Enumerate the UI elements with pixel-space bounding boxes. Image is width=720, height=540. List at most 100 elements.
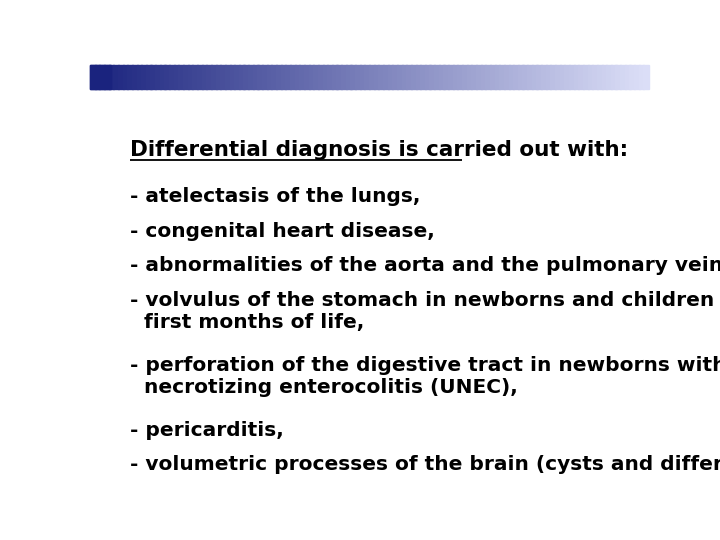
Bar	[383, 65, 389, 89]
Bar	[601, 65, 607, 89]
Bar	[336, 65, 342, 89]
Bar	[402, 65, 408, 89]
Bar	[559, 65, 565, 89]
Bar	[118, 65, 124, 89]
Bar	[355, 65, 361, 89]
Bar	[639, 65, 644, 89]
Bar	[564, 65, 570, 89]
Bar	[518, 65, 523, 89]
Text: - atelectasis of the lungs,: - atelectasis of the lungs,	[130, 187, 420, 206]
Bar	[145, 65, 152, 89]
Bar	[495, 65, 500, 89]
Bar	[137, 65, 143, 89]
Bar	[583, 65, 589, 89]
Bar	[90, 65, 111, 89]
Bar	[127, 65, 133, 89]
Bar	[266, 65, 272, 89]
Text: - abnormalities of the aorta and the pulmonary veins,: - abnormalities of the aorta and the pul…	[130, 256, 720, 275]
Bar	[230, 65, 235, 89]
Bar	[104, 65, 109, 89]
Bar	[555, 65, 561, 89]
Text: - volvulus of the stomach in newborns and children during the
  first months of : - volvulus of the stomach in newborns an…	[130, 291, 720, 332]
Bar	[234, 65, 240, 89]
Bar	[387, 65, 393, 89]
Bar	[438, 65, 444, 89]
Bar	[499, 65, 505, 89]
Bar	[197, 65, 203, 89]
Bar	[569, 65, 575, 89]
Text: - pericarditis,: - pericarditis,	[130, 421, 284, 440]
Bar	[397, 65, 402, 89]
Bar	[323, 65, 328, 89]
Bar	[225, 65, 230, 89]
Bar	[179, 65, 184, 89]
Bar	[620, 65, 626, 89]
Bar	[578, 65, 584, 89]
Bar	[546, 65, 552, 89]
Bar	[188, 65, 194, 89]
Bar	[243, 65, 249, 89]
Bar	[164, 65, 170, 89]
Bar	[309, 65, 315, 89]
Bar	[281, 65, 287, 89]
Bar	[215, 65, 221, 89]
Bar	[300, 65, 305, 89]
Bar	[160, 65, 166, 89]
Bar	[211, 65, 217, 89]
Bar	[550, 65, 556, 89]
Bar	[448, 65, 454, 89]
Bar	[490, 65, 495, 89]
Bar	[313, 65, 319, 89]
Bar	[360, 65, 366, 89]
Bar	[513, 65, 519, 89]
Bar	[248, 65, 254, 89]
Bar	[597, 65, 603, 89]
Bar	[616, 65, 621, 89]
Bar	[206, 65, 212, 89]
Bar	[485, 65, 491, 89]
Bar	[504, 65, 510, 89]
Bar	[523, 65, 528, 89]
Bar	[192, 65, 198, 89]
Bar	[425, 65, 431, 89]
Bar	[508, 65, 514, 89]
Bar	[378, 65, 384, 89]
Bar	[606, 65, 612, 89]
Bar	[574, 65, 580, 89]
Bar	[285, 65, 291, 89]
Bar	[369, 65, 375, 89]
Bar	[541, 65, 546, 89]
Bar	[634, 65, 640, 89]
Bar	[220, 65, 226, 89]
Bar	[611, 65, 616, 89]
Bar	[262, 65, 268, 89]
Bar	[411, 65, 417, 89]
Bar	[253, 65, 258, 89]
Bar	[346, 65, 351, 89]
Bar	[453, 65, 459, 89]
Bar	[183, 65, 189, 89]
Bar	[462, 65, 468, 89]
Bar	[169, 65, 175, 89]
Bar	[122, 65, 128, 89]
Bar	[406, 65, 412, 89]
Text: - perforation of the digestive tract in newborns with ulcerative
  necrotizing e: - perforation of the digestive tract in …	[130, 356, 720, 397]
Bar	[629, 65, 635, 89]
Bar	[481, 65, 487, 89]
Bar	[434, 65, 440, 89]
Bar	[271, 65, 277, 89]
Text: - volumetric processes of the brain (cysts and different tumors).: - volumetric processes of the brain (cys…	[130, 455, 720, 474]
Bar	[99, 65, 105, 89]
Bar	[94, 65, 100, 89]
Bar	[364, 65, 370, 89]
Bar	[132, 65, 138, 89]
Bar	[429, 65, 435, 89]
Bar	[625, 65, 631, 89]
Text: - congenital heart disease,: - congenital heart disease,	[130, 222, 435, 241]
Bar	[327, 65, 333, 89]
Bar	[444, 65, 449, 89]
Bar	[374, 65, 379, 89]
Bar	[588, 65, 593, 89]
Bar	[593, 65, 598, 89]
Bar	[457, 65, 463, 89]
